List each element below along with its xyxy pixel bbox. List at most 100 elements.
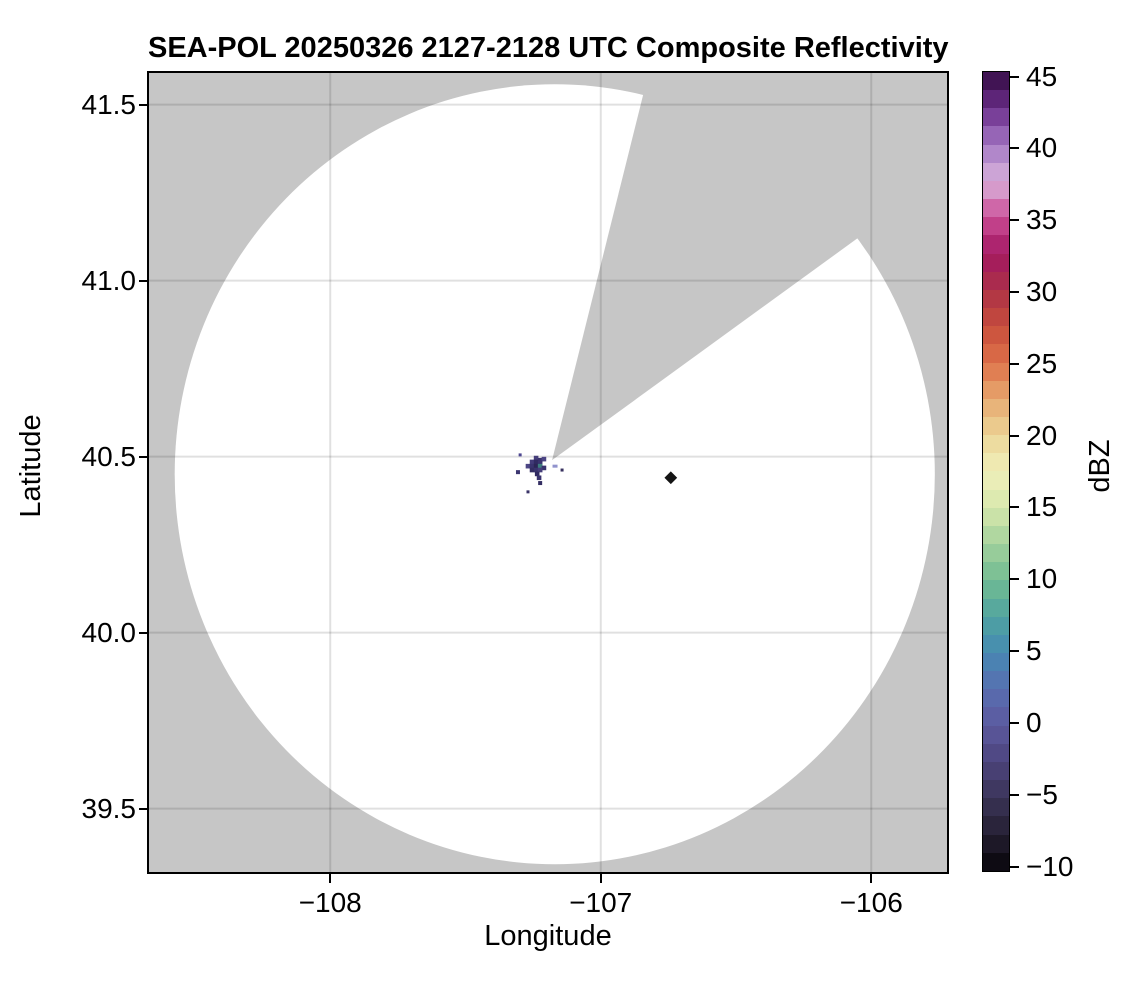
y-tick-label: 41.0: [81, 264, 137, 296]
y-tick-label: 41.5: [81, 88, 137, 120]
reflectivity-echo: [529, 467, 535, 473]
reflectivity-echo: [533, 463, 539, 469]
colorbar-tick-mark: [1010, 506, 1019, 509]
colorbar: [982, 71, 1010, 872]
reflectivity-echo: [518, 453, 522, 457]
colorbar-tick-mark: [1010, 578, 1019, 581]
colorbar-band: [983, 398, 1009, 417]
colorbar-tick-mark: [1010, 721, 1019, 724]
colorbar-tick-label: 0: [1026, 706, 1042, 738]
colorbar-band: [983, 326, 1009, 345]
y-tick-mark: [139, 807, 148, 810]
colorbar-band: [983, 380, 1009, 399]
colorbar-band: [983, 235, 1009, 254]
reflectivity-echo: [541, 465, 547, 471]
colorbar-band: [983, 798, 1009, 817]
reflectivity-echo: [560, 468, 564, 472]
colorbar-tick-mark: [1010, 434, 1019, 437]
reflectivity-echo: [529, 459, 535, 465]
reflectivity-echo: [538, 481, 543, 486]
colorbar-tick-label: 45: [1026, 60, 1058, 92]
y-tick-label: 39.5: [81, 792, 137, 824]
colorbar-band: [983, 253, 1009, 272]
colorbar-band: [983, 489, 1009, 508]
colorbar-tick-label: 35: [1026, 204, 1058, 236]
colorbar-band: [983, 780, 1009, 799]
colorbar-band: [983, 453, 1009, 472]
colorbar-band: [983, 653, 1009, 672]
colorbar-band: [983, 180, 1009, 200]
reflectivity-echo: [525, 463, 531, 469]
reflectivity-echo: [534, 471, 540, 477]
colorbar-band: [983, 725, 1009, 744]
colorbar-band: [983, 707, 1009, 726]
colorbar-band: [983, 162, 1009, 181]
plot-area: [147, 71, 949, 874]
blocked-sector-wedge: [552, 73, 947, 461]
colorbar-band: [983, 671, 1009, 690]
colorbar-tick-label: 20: [1026, 419, 1058, 451]
colorbar-band: [983, 562, 1009, 581]
reflectivity-echo: [526, 490, 530, 494]
x-axis-label: Longitude: [484, 920, 612, 952]
reflectivity-echo: [515, 470, 520, 475]
colorbar-band: [983, 271, 1009, 290]
colorbar-band: [983, 507, 1009, 526]
colorbar-tick-mark: [1010, 793, 1019, 796]
colorbar-tick-label: 25: [1026, 347, 1058, 379]
colorbar-tick-mark: [1010, 290, 1019, 293]
colorbar-band: [983, 144, 1009, 163]
colorbar-band: [983, 308, 1009, 327]
reflectivity-echo: [552, 464, 558, 468]
colorbar-tick-mark: [1010, 219, 1019, 222]
colorbar-band: [983, 852, 1009, 871]
colorbar-band: [983, 544, 1009, 563]
colorbar-band: [983, 525, 1009, 545]
y-tick-mark: [139, 455, 148, 458]
y-tick-label: 40.5: [81, 440, 137, 472]
y-tick-mark: [139, 279, 148, 282]
colorbar-band: [983, 689, 1009, 708]
reflectivity-echo: [533, 467, 539, 473]
reflectivity-echo: [537, 463, 543, 469]
colorbar-band: [983, 344, 1009, 363]
x-tick-mark: [329, 874, 332, 883]
colorbar-tick-label: 10: [1026, 563, 1058, 595]
radar-ppi-plot: [149, 73, 947, 872]
colorbar-band: [983, 126, 1009, 145]
reflectivity-echo: [533, 455, 539, 461]
reflectivity-echo: [537, 457, 543, 463]
colorbar-band: [983, 72, 1009, 91]
colorbar-band: [983, 108, 1009, 127]
colorbar-label: dBZ: [1084, 439, 1116, 493]
x-tick-mark: [599, 874, 602, 883]
colorbar-band: [983, 199, 1009, 218]
x-tick-label: −106: [839, 887, 903, 918]
y-axis-label: Latitude: [15, 414, 47, 518]
colorbar-band: [983, 289, 1009, 309]
colorbar-tick-mark: [1010, 362, 1019, 365]
colorbar-tick-label: 15: [1026, 491, 1058, 523]
colorbar-band: [983, 362, 1009, 381]
x-tick-label: −108: [298, 887, 362, 918]
reflectivity-echo: [541, 456, 547, 462]
colorbar-band: [983, 598, 1009, 617]
reflectivity-echo: [537, 467, 543, 473]
y-tick-label: 40.0: [81, 616, 137, 648]
colorbar-tick-label: 30: [1026, 275, 1058, 307]
colorbar-band: [983, 761, 1009, 781]
x-tick-label: −107: [569, 887, 633, 918]
colorbar-band: [983, 616, 1009, 635]
y-tick-mark: [139, 631, 148, 634]
colorbar-band: [983, 743, 1009, 762]
colorbar-tick-label: −10: [1026, 850, 1074, 882]
colorbar-tick-mark: [1010, 865, 1019, 868]
reflectivity-echo: [529, 463, 535, 469]
colorbar-band: [983, 217, 1009, 236]
colorbar-tick-label: 5: [1026, 635, 1042, 667]
colorbar-band: [983, 416, 1009, 436]
colorbar-tick-mark: [1010, 650, 1019, 653]
chart-title: SEA-POL 20250326 2127-2128 UTC Composite…: [148, 32, 949, 64]
colorbar-tick-label: −5: [1026, 778, 1058, 810]
